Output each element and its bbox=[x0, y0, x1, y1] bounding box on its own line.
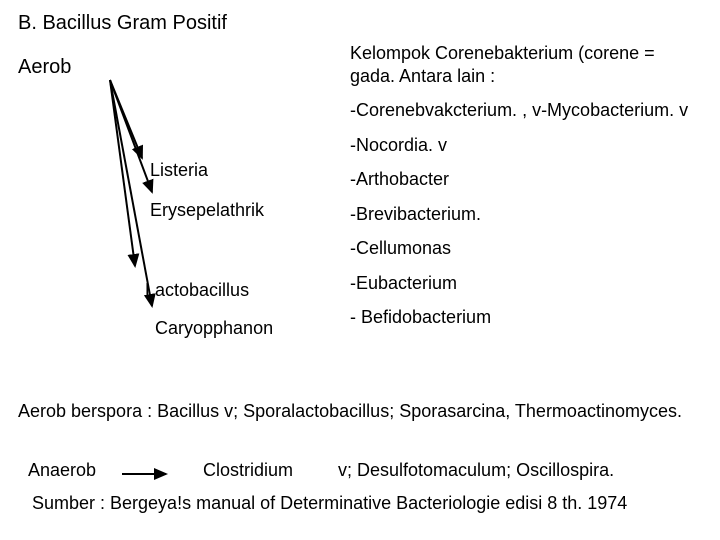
source-citation: Sumber : Bergeya!s manual of Determinati… bbox=[32, 492, 702, 515]
anaerob-arrow-icon bbox=[120, 468, 172, 480]
item-erysepelathrik: Erysepelathrik bbox=[150, 200, 264, 221]
nocordia-text: -Nocordia. v bbox=[350, 134, 700, 157]
anaerob-label: Anaerob bbox=[28, 460, 128, 481]
item-lactobacillus: Lactobacillus bbox=[145, 280, 249, 301]
aerob-label: Aerob bbox=[18, 56, 71, 79]
item-caryopphanon: Caryopphanon bbox=[155, 318, 273, 339]
eubacterium-text: -Eubacterium bbox=[350, 272, 700, 295]
anaerob-rest-text: v; Desulfotomaculum; Oscillospira. bbox=[338, 460, 614, 481]
arthobacter-text: -Arthobacter bbox=[350, 168, 700, 191]
item-listeria: Listeria bbox=[150, 160, 208, 181]
cellumonas-text: -Cellumonas bbox=[350, 237, 700, 260]
clostridium-text: Clostridium bbox=[203, 460, 293, 481]
brevibacterium-text: -Brevibacterium. bbox=[350, 203, 700, 226]
kelompok-text: Kelompok Corenebakterium (corene = gada.… bbox=[350, 42, 700, 87]
corenebvak-text: -Corenebvakcterium. , v-Mycobacterium. v bbox=[350, 99, 700, 122]
page-title: B. Bacillus Gram Positif bbox=[18, 12, 702, 35]
aerob-berspora-text: Aerob berspora : Bacillus v; Sporalactob… bbox=[18, 400, 698, 423]
befidobacterium-text: - Befidobacterium bbox=[350, 306, 700, 329]
right-column: Kelompok Corenebakterium (corene = gada.… bbox=[350, 42, 700, 341]
